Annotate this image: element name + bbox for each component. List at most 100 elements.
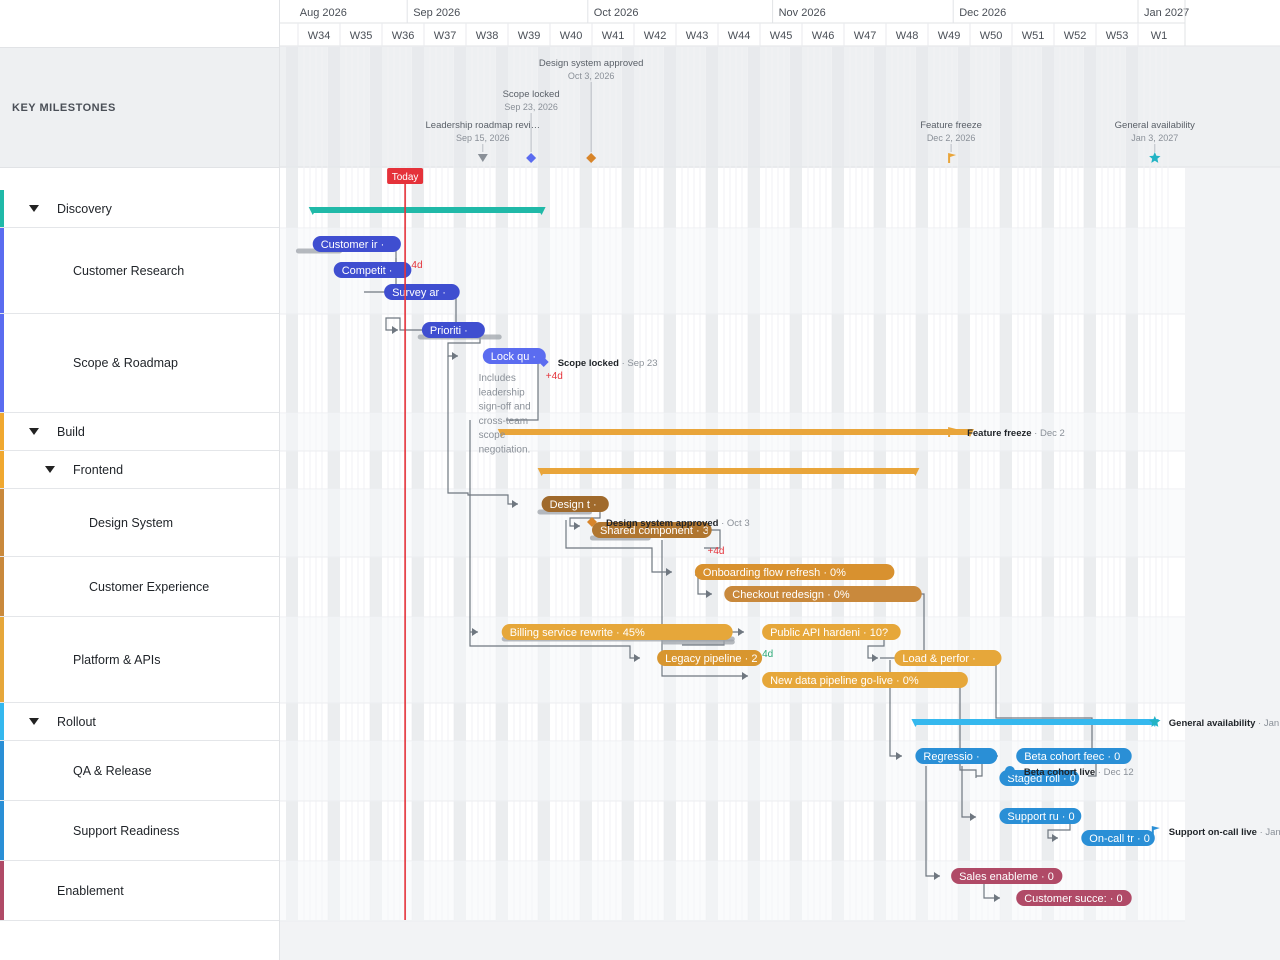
task-bar[interactable]: Staged roll · 0?: [999, 770, 1082, 786]
week-label: W46: [812, 30, 835, 42]
task-bar[interactable]: Regressio ·: [915, 748, 998, 764]
task-bar-fill[interactable]: [1081, 830, 1155, 846]
milestone-diamond-icon[interactable]: [538, 357, 549, 367]
task-bar[interactable]: Legacy pipeline · 2: [657, 650, 763, 666]
arrow-head-icon: [472, 628, 478, 636]
row-label: Discovery: [57, 201, 112, 216]
task-bar[interactable]: Customer ir ·: [312, 236, 401, 252]
row-scope-roadmap[interactable]: Scope & Roadmap: [0, 314, 279, 413]
task-bar-fill[interactable]: [312, 236, 401, 252]
task-label: Load & perfor ·: [902, 653, 975, 665]
build-summary[interactable]: [501, 429, 970, 435]
week-label: W50: [980, 30, 1003, 42]
collapse-toggle-icon[interactable]: [29, 204, 39, 212]
collapse-toggle-icon[interactable]: [29, 717, 39, 725]
row-enablement[interactable]: Enablement: [0, 861, 279, 921]
task-label: Survey ar ·: [392, 287, 446, 299]
task-bar[interactable]: Lock qu ·: [482, 348, 546, 364]
task-bar-fill[interactable]: [762, 672, 968, 688]
task-bar-fill[interactable]: [421, 322, 485, 338]
milestone-diamond-icon[interactable]: [526, 153, 537, 163]
week-label: W41: [602, 30, 625, 42]
task-bar-fill[interactable]: [694, 564, 895, 580]
row-build[interactable]: Build: [0, 413, 279, 451]
task-bar[interactable]: Competit ·: [333, 262, 412, 278]
task-bar-fill[interactable]: [541, 496, 609, 512]
collapse-toggle-icon[interactable]: [45, 465, 55, 473]
milestone-flag-icon[interactable]: [948, 153, 957, 163]
task-bar-fill[interactable]: [1016, 890, 1132, 906]
task-bar[interactable]: Beta cohort feec · 0: [1016, 748, 1132, 764]
row-support-readiness[interactable]: Support Readiness: [0, 801, 279, 861]
task-bar[interactable]: Survey ar ·: [384, 284, 460, 300]
milestone-diamond-icon[interactable]: [586, 153, 597, 163]
row-rollout[interactable]: Rollout: [0, 703, 279, 741]
discovery-summary[interactable]: [312, 207, 542, 213]
week-label: W34: [308, 30, 331, 42]
note-line: sign-off and: [479, 402, 531, 413]
task-bar[interactable]: Checkout redesign · 0%: [724, 586, 922, 602]
task-bar[interactable]: Prioriti ·: [421, 322, 485, 338]
week-label: W48: [896, 30, 919, 42]
task-bar-fill[interactable]: [894, 650, 1002, 666]
task-bar-fill[interactable]: [762, 624, 901, 640]
task-bar-fill[interactable]: [1016, 748, 1132, 764]
summary-cap: [911, 719, 921, 727]
task-bar[interactable]: Support ru · 0: [999, 808, 1082, 824]
task-bar-fill[interactable]: [999, 808, 1082, 824]
milestone-date: Sep 23, 2026: [504, 102, 558, 112]
row-band: [280, 228, 1185, 314]
task-bar[interactable]: Sales enableme · 0: [951, 868, 1063, 884]
task-bar[interactable]: Load & perfor ·: [894, 650, 1002, 666]
milestone-circle-icon[interactable]: [1004, 766, 1015, 776]
task-bar-fill[interactable]: [592, 522, 712, 538]
milestone-star-icon[interactable]: [1149, 716, 1161, 727]
row-qa-release[interactable]: QA & Release: [0, 741, 279, 801]
note-line: leadership: [479, 387, 526, 398]
milestone-flag-icon[interactable]: [1151, 826, 1160, 836]
row-label: QA & Release: [73, 763, 152, 778]
milestone-triangle-icon[interactable]: [477, 154, 488, 162]
row-color-stripe: [0, 703, 4, 740]
arrow-head-icon: [970, 813, 976, 821]
task-bar-fill[interactable]: [333, 262, 412, 278]
task-bar[interactable]: Customer succe: · 0: [1016, 890, 1132, 906]
row-color-stripe: [0, 489, 4, 556]
schedule-delta: +4d: [708, 546, 725, 557]
frontend-summary[interactable]: [541, 468, 916, 474]
task-label: New data pipeline go-live · 0%: [770, 675, 919, 687]
task-bar-fill[interactable]: [657, 650, 763, 666]
task-bar-fill[interactable]: [384, 284, 460, 300]
milestone-diamond-icon[interactable]: [587, 517, 597, 527]
milestone-name: Feature freeze: [920, 120, 982, 131]
task-bar-fill[interactable]: [724, 586, 922, 602]
task-bar[interactable]: Public API hardeni · 10?: [762, 624, 901, 640]
task-bar[interactable]: Design t ·: [541, 496, 609, 512]
row-customer-research[interactable]: Customer Research: [0, 228, 279, 314]
rollout-summary[interactable]: [915, 719, 1155, 725]
task-bar-fill[interactable]: [482, 348, 546, 364]
week-label: W51: [1022, 30, 1045, 42]
task-bar-fill[interactable]: [951, 868, 1063, 884]
task-bar[interactable]: Onboarding flow refresh · 0%: [694, 564, 895, 580]
collapse-toggle-icon[interactable]: [29, 427, 39, 435]
milestone-flag-icon[interactable]: [948, 427, 957, 437]
row-discovery[interactable]: Discovery: [0, 190, 279, 228]
task-bar[interactable]: Shared component · 30: [592, 522, 715, 538]
schedule-delta: 4d: [411, 260, 422, 271]
row-design-system[interactable]: Design System: [0, 489, 279, 557]
arrow-head-icon: [706, 590, 712, 598]
task-bar-fill[interactable]: [501, 624, 733, 640]
row-customer-experience[interactable]: Customer Experience: [0, 557, 279, 617]
row-frontend[interactable]: Frontend: [0, 451, 279, 489]
milestone-date: Dec 2, 2026: [927, 133, 976, 143]
task-bar[interactable]: New data pipeline go-live · 0%: [762, 672, 968, 688]
gantt-chart[interactable]: Aug 2026 Sep 2026 Oct 2026 Nov 2026 Dec 2026…: [280, 0, 1280, 960]
task-bar-fill[interactable]: [915, 748, 998, 764]
month-label: Dec 2026: [959, 7, 1006, 19]
task-bar[interactable]: On-call tr · 0: [1081, 830, 1155, 846]
milestone-star-icon[interactable]: [1149, 152, 1161, 163]
task-bar[interactable]: Billing service rewrite · 45%: [501, 624, 733, 640]
task-bar-fill[interactable]: [999, 770, 1080, 786]
row-platform-apis[interactable]: Platform & APIs: [0, 617, 279, 703]
